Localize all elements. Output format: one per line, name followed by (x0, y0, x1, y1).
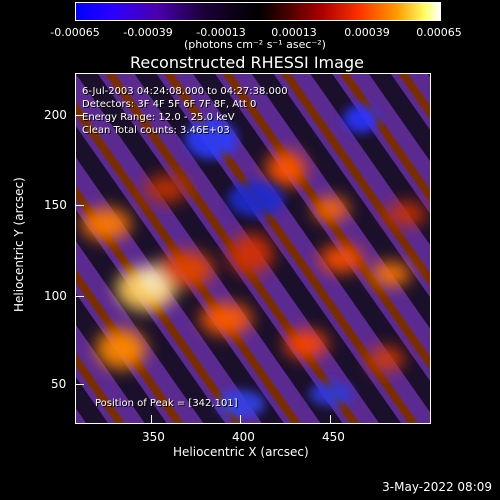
overlay-time-range: 6-Jul-2003 04:24:08.000 to 04:27:38.000 (82, 86, 288, 97)
rhessi-image-svg (76, 74, 430, 423)
plot-title: Reconstructed RHESSI Image (130, 53, 364, 72)
x-tick (240, 415, 241, 423)
x-tick-label: 400 (232, 430, 255, 444)
y-tick (76, 115, 84, 116)
overlay-energy-range: Energy Range: 12.0 - 25.0 keV (82, 112, 235, 123)
y-tick (76, 296, 84, 297)
colorbar (75, 2, 441, 21)
timestamp: 3-May-2022 08:09 (382, 480, 492, 494)
x-tick (151, 415, 152, 423)
colorbar-tick-label: -0.00065 (50, 26, 100, 39)
y-axis-label: Heliocentric Y (arcsec) (12, 177, 26, 312)
y-tick-label: 150 (44, 198, 67, 212)
x-tick (330, 415, 331, 423)
colorbar-tick-label: -0.00039 (123, 26, 173, 39)
y-tick (76, 384, 84, 385)
colorbar-tick-label: 0.00013 (271, 26, 317, 39)
x-tick-label: 450 (322, 430, 345, 444)
colorbar-tick-label: -0.00013 (196, 26, 246, 39)
y-tick-label: 200 (44, 108, 67, 122)
overlay-peak-position: Position of Peak = [342,101] (95, 398, 238, 409)
y-tick-label: 100 (44, 289, 67, 303)
y-tick-label: 50 (51, 377, 67, 391)
x-tick-label: 350 (142, 430, 165, 444)
colorbar-tick-label: 0.00065 (416, 26, 462, 39)
colorbar-unit-label: (photons cm⁻² s⁻¹ asec⁻²) (184, 38, 326, 51)
rhessi-image (75, 73, 431, 424)
x-axis-label: Heliocentric X (arcsec) (173, 445, 309, 459)
overlay-clean-counts: Clean Total counts: 3.46E+03 (82, 125, 230, 136)
overlay-detectors: Detectors: 3F 4F 5F 6F 7F 8F, Att 0 (82, 99, 257, 110)
y-tick (76, 205, 84, 206)
colorbar-tick-label: 0.00039 (344, 26, 390, 39)
